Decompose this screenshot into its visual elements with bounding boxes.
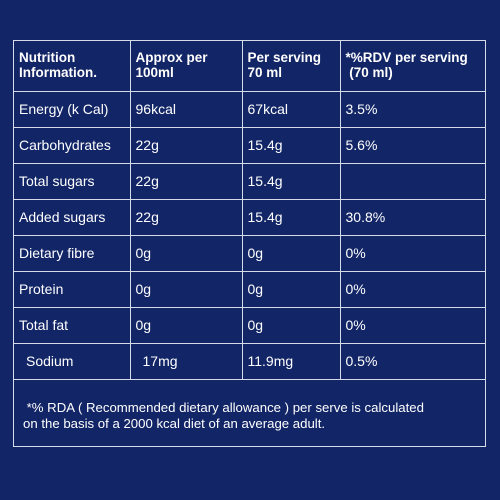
cell-per-100ml: 22g	[129, 162, 243, 200]
nutrition-table: Nutrition Information. Approx per 100ml …	[14, 41, 486, 380]
cell-per-100ml: 0g	[129, 234, 243, 272]
row-label: Sodium	[14, 342, 131, 380]
cell-rdv: 0%	[339, 306, 486, 344]
row-label: Energy (k Cal)	[14, 90, 131, 128]
cell-rdv: 0%	[339, 270, 486, 308]
row-label: Protein	[14, 270, 131, 308]
cell-per-100ml: 0g	[129, 306, 243, 344]
cell-per-serving: 15.4g	[241, 162, 341, 200]
cell-rdv: 3.5%	[339, 90, 486, 128]
header-line: Information.	[19, 65, 97, 80]
table-row-energy: Energy (k Cal) 96kcal 67kcal 3.5%	[14, 90, 486, 128]
header-line: *%RDV per serving	[345, 50, 468, 65]
header-line: 100ml	[135, 65, 174, 80]
table-header-row: Nutrition Information. Approx per 100ml …	[14, 41, 486, 92]
cell-per-100ml: 22g	[129, 198, 243, 236]
row-label: Added sugars	[14, 198, 131, 236]
table-row-total-fat: Total fat 0g 0g 0%	[14, 306, 486, 344]
header-approx-per-100ml: Approx per 100ml	[129, 41, 243, 92]
cell-rdv: 0%	[339, 234, 486, 272]
row-label: Dietary fibre	[14, 234, 131, 272]
header-rdv-per-serving: *%RDV per serving (70 ml)	[339, 41, 486, 92]
cell-per-serving: 0g	[241, 270, 341, 308]
cell-per-serving: 0g	[241, 306, 341, 344]
header-line: 70 ml	[247, 65, 283, 80]
header-per-serving: Per serving 70 ml	[241, 41, 341, 92]
nutrition-panel: Nutrition Information. Approx per 100ml …	[13, 40, 486, 447]
table-row-dietary-fibre: Dietary fibre 0g 0g 0%	[14, 234, 486, 272]
header-line: Approx per	[135, 50, 208, 65]
header-line: Per serving	[247, 50, 322, 65]
header-line: Nutrition	[19, 50, 76, 65]
rda-footnote: *% RDA ( Recommended dietary allowance )…	[23, 400, 483, 432]
table-row-added-sugars: Added sugars 22g 15.4g 30.8%	[14, 198, 486, 236]
cell-per-serving: 11.9mg	[241, 342, 341, 380]
cell-per-serving: 0g	[241, 234, 341, 272]
cell-per-serving: 15.4g	[241, 198, 341, 236]
table-row-total-sugars: Total sugars 22g 15.4g	[14, 162, 486, 200]
header-line: (70 ml)	[345, 65, 393, 80]
footnote-line: on the basis of a 2000 kcal diet of an a…	[23, 416, 326, 431]
row-label: Carbohydrates	[14, 126, 131, 164]
table-row-carbohydrates: Carbohydrates 22g 15.4g 5.6%	[14, 126, 486, 164]
cell-per-100ml: 17mg	[129, 342, 243, 380]
cell-per-100ml: 0g	[129, 270, 243, 308]
cell-per-100ml: 22g	[129, 126, 243, 164]
cell-per-100ml: 96kcal	[129, 90, 243, 128]
cell-rdv: 5.6%	[339, 126, 486, 164]
cell-per-serving: 15.4g	[241, 126, 341, 164]
row-label: Total fat	[14, 306, 131, 344]
table-row-protein: Protein 0g 0g 0%	[14, 270, 486, 308]
footnote-line: *% RDA ( Recommended dietary allowance )…	[23, 400, 424, 415]
cell-per-serving: 67kcal	[241, 90, 341, 128]
cell-rdv: 30.8%	[339, 198, 486, 236]
header-nutrition-information: Nutrition Information.	[14, 41, 131, 92]
row-label: Total sugars	[14, 162, 131, 200]
cell-rdv: 0.5%	[339, 342, 486, 380]
table-row-sodium: Sodium 17mg 11.9mg 0.5%	[14, 342, 486, 380]
cell-rdv	[339, 162, 486, 200]
